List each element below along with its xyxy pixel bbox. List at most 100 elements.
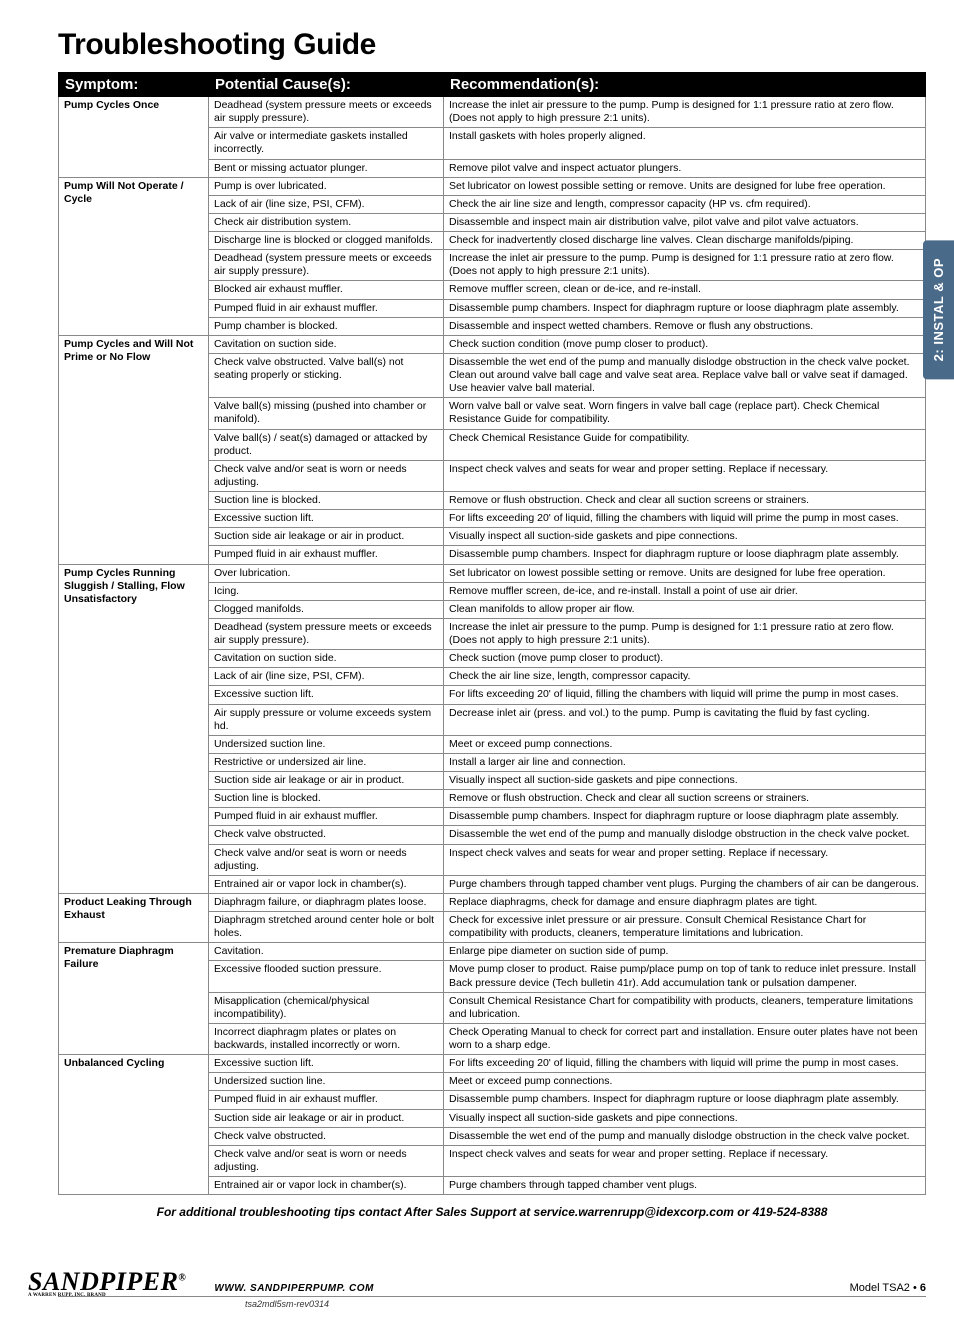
recommendation-cell: Disassemble and inspect wetted chambers.… <box>444 317 926 335</box>
symptom-cell: Pump Cycles Running Sluggish / Stalling,… <box>59 564 209 893</box>
model-label: Model TSA2 • <box>850 1282 920 1294</box>
cause-cell: Clogged manifolds. <box>209 600 444 618</box>
recommendation-cell: Disassemble pump chambers. Inspect for d… <box>444 299 926 317</box>
recommendation-cell: Disassemble pump chambers. Inspect for d… <box>444 1091 926 1109</box>
recommendation-cell: Install gaskets with holes properly alig… <box>444 128 926 159</box>
cause-cell: Check air distribution system. <box>209 213 444 231</box>
footer-model: Model TSA2 • 6 <box>850 1282 926 1294</box>
recommendation-cell: For lifts exceeding 20' of liquid, filli… <box>444 686 926 704</box>
cause-cell: Air supply pressure or volume exceeds sy… <box>209 704 444 735</box>
cause-cell: Diaphragm failure, or diaphragm plates l… <box>209 893 444 911</box>
footer-url: WWW. SANDPIPERPUMP. COM <box>214 1283 373 1294</box>
cause-cell: Air valve or intermediate gaskets instal… <box>209 128 444 159</box>
cause-cell: Pump is over lubricated. <box>209 177 444 195</box>
cause-cell: Misapplication (chemical/physical incomp… <box>209 992 444 1023</box>
cause-cell: Check valve obstructed. Valve ball(s) no… <box>209 353 444 397</box>
recommendation-cell: Visually inspect all suction-side gasket… <box>444 1109 926 1127</box>
table-row: Pump Cycles OnceDeadhead (system pressur… <box>59 97 926 128</box>
recommendation-cell: Check for excessive inlet pressure or ai… <box>444 912 926 943</box>
cause-cell: Suction side air leakage or air in produ… <box>209 1109 444 1127</box>
cause-cell: Undersized suction line. <box>209 1073 444 1091</box>
recommendation-cell: Check the air line size and length, comp… <box>444 195 926 213</box>
cause-cell: Valve ball(s) / seat(s) damaged or attac… <box>209 429 444 460</box>
cause-cell: Pumped fluid in air exhaust muffler. <box>209 299 444 317</box>
symptom-cell: Pump Cycles Once <box>59 97 209 178</box>
table-row: Pump Will Not Operate / CyclePump is ove… <box>59 177 926 195</box>
recommendation-cell: Disassemble pump chambers. Inspect for d… <box>444 808 926 826</box>
cause-cell: Entrained air or vapor lock in chamber(s… <box>209 875 444 893</box>
recommendation-cell: Disassemble the wet end of the pump and … <box>444 1127 926 1145</box>
recommendation-cell: Consult Chemical Resistance Chart for co… <box>444 992 926 1023</box>
recommendation-cell: Enlarge pipe diameter on suction side of… <box>444 943 926 961</box>
page-footer: SANDPIPER® A WARREN RUPP, INC. BRAND WWW… <box>58 1263 926 1297</box>
symptom-cell: Pump Will Not Operate / Cycle <box>59 177 209 335</box>
table-row: Unbalanced CyclingExcessive suction lift… <box>59 1055 926 1073</box>
cause-cell: Icing. <box>209 582 444 600</box>
page-title: Troubleshooting Guide <box>58 28 926 62</box>
recommendation-cell: Clean manifolds to allow proper air flow… <box>444 600 926 618</box>
recommendation-cell: Remove muffler screen, de-ice, and re-in… <box>444 582 926 600</box>
recommendation-cell: Remove muffler screen, clean or de-ice, … <box>444 281 926 299</box>
cause-cell: Excessive suction lift. <box>209 510 444 528</box>
recommendation-cell: For lifts exceeding 20' of liquid, filli… <box>444 1055 926 1073</box>
table-row: Product Leaking Through ExhaustDiaphragm… <box>59 893 926 911</box>
recommendation-cell: Remove or flush obstruction. Check and c… <box>444 492 926 510</box>
recommendation-cell: Worn valve ball or valve seat. Worn fing… <box>444 398 926 429</box>
recommendation-cell: Inspect check valves and seats for wear … <box>444 460 926 491</box>
revision-code: tsa2mdl5sm-rev0314 <box>245 1299 926 1309</box>
cause-cell: Pump chamber is blocked. <box>209 317 444 335</box>
cause-cell: Cavitation. <box>209 943 444 961</box>
recommendation-cell: Decrease inlet air (press. and vol.) to … <box>444 704 926 735</box>
cause-cell: Check valve and/or seat is worn or needs… <box>209 1145 444 1176</box>
cause-cell: Suction side air leakage or air in produ… <box>209 772 444 790</box>
cause-cell: Over lubrication. <box>209 564 444 582</box>
symptom-cell: Premature Diaphragm Failure <box>59 943 209 1055</box>
cause-cell: Check valve and/or seat is worn or needs… <box>209 844 444 875</box>
recommendation-cell: Set lubricator on lowest possible settin… <box>444 177 926 195</box>
cause-cell: Undersized suction line. <box>209 735 444 753</box>
recommendation-cell: Check the air line size, length, compres… <box>444 668 926 686</box>
cause-cell: Incorrect diaphragm plates or plates on … <box>209 1023 444 1054</box>
cause-cell: Suction line is blocked. <box>209 790 444 808</box>
recommendation-cell: Inspect check valves and seats for wear … <box>444 1145 926 1176</box>
cause-cell: Cavitation on suction side. <box>209 335 444 353</box>
symptom-cell: Pump Cycles and Will Not Prime or No Flo… <box>59 335 209 564</box>
cause-cell: Suction side air leakage or air in produ… <box>209 528 444 546</box>
troubleshooting-table: Symptom: Potential Cause(s): Recommendat… <box>58 72 926 1195</box>
cause-cell: Excessive flooded suction pressure. <box>209 961 444 992</box>
section-tab: 2: INSTAL & OP <box>923 240 954 379</box>
table-row: Pump Cycles Running Sluggish / Stalling,… <box>59 564 926 582</box>
cause-cell: Blocked air exhaust muffler. <box>209 281 444 299</box>
cause-cell: Suction line is blocked. <box>209 492 444 510</box>
cause-cell: Deadhead (system pressure meets or excee… <box>209 97 444 128</box>
recommendation-cell: Disassemble and inspect main air distrib… <box>444 213 926 231</box>
cause-cell: Check valve and/or seat is worn or needs… <box>209 460 444 491</box>
recommendation-cell: For lifts exceeding 20' of liquid, filli… <box>444 510 926 528</box>
recommendation-cell: Meet or exceed pump connections. <box>444 735 926 753</box>
recommendation-cell: Disassemble pump chambers. Inspect for d… <box>444 546 926 564</box>
recommendation-cell: Increase the inlet air pressure to the p… <box>444 618 926 649</box>
recommendation-cell: Remove or flush obstruction. Check and c… <box>444 790 926 808</box>
recommendation-cell: Set lubricator on lowest possible settin… <box>444 564 926 582</box>
col-symptom: Symptom: <box>59 73 209 97</box>
recommendation-cell: Check suction condition (move pump close… <box>444 335 926 353</box>
recommendation-cell: Visually inspect all suction-side gasket… <box>444 772 926 790</box>
recommendation-cell: Increase the inlet air pressure to the p… <box>444 250 926 281</box>
recommendation-cell: Disassemble the wet end of the pump and … <box>444 353 926 397</box>
recommendation-cell: Check Operating Manual to check for corr… <box>444 1023 926 1054</box>
recommendation-cell: Check for inadvertently closed discharge… <box>444 232 926 250</box>
symptom-cell: Unbalanced Cycling <box>59 1055 209 1195</box>
cause-cell: Pumped fluid in air exhaust muffler. <box>209 546 444 564</box>
col-recommendation: Recommendation(s): <box>444 73 926 97</box>
col-cause: Potential Cause(s): <box>209 73 444 97</box>
recommendation-cell: Purge chambers through tapped chamber ve… <box>444 1177 926 1195</box>
brand-logo: SANDPIPER® A WARREN RUPP, INC. BRAND <box>28 1267 186 1298</box>
logo-mark: ® <box>178 1272 186 1283</box>
table-row: Pump Cycles and Will Not Prime or No Flo… <box>59 335 926 353</box>
support-footnote: For additional troubleshooting tips cont… <box>58 1205 926 1219</box>
cause-cell: Lack of air (line size, PSI, CFM). <box>209 195 444 213</box>
cause-cell: Pumped fluid in air exhaust muffler. <box>209 808 444 826</box>
cause-cell: Deadhead (system pressure meets or excee… <box>209 250 444 281</box>
cause-cell: Lack of air (line size, PSI, CFM). <box>209 668 444 686</box>
cause-cell: Pumped fluid in air exhaust muffler. <box>209 1091 444 1109</box>
